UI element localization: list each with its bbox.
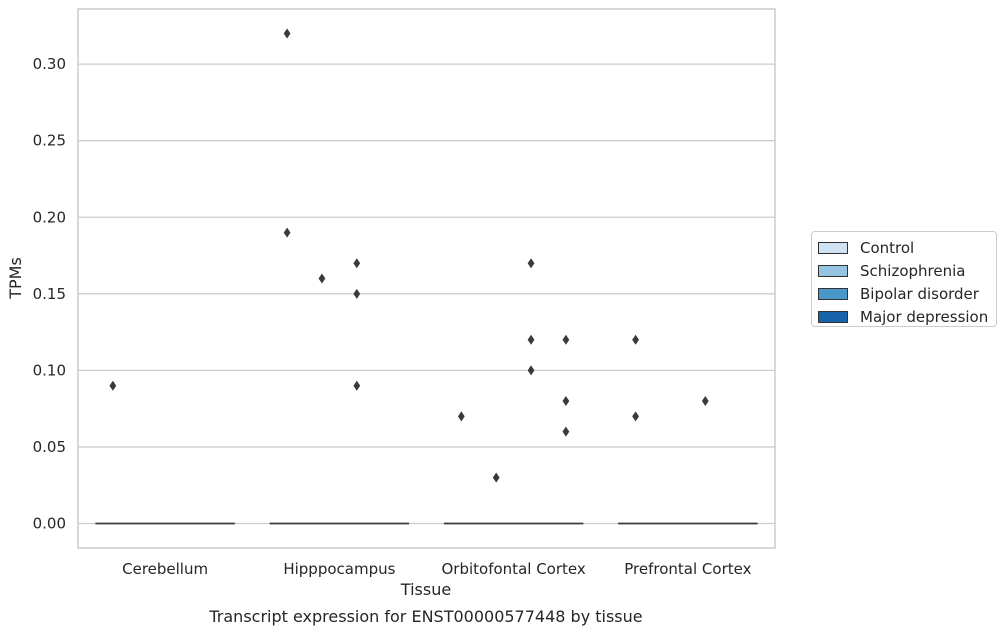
legend-item: Major depression — [818, 305, 996, 328]
x-tick-label: Orbitofontal Cortex — [442, 560, 586, 578]
x-axis: Cerebellum Hipppocampus Orbitofontal Corte… — [122, 560, 751, 578]
outlier-point — [562, 396, 570, 406]
y-axis-label: TPMs — [6, 257, 25, 300]
legend-label: Control — [860, 238, 915, 257]
outlier-point — [632, 411, 639, 422]
legend-label: Bipolar disorder — [860, 284, 979, 303]
outlier-point — [632, 334, 639, 345]
outlier-point — [109, 380, 117, 391]
y-tick-label: 0.15 — [33, 285, 66, 303]
y-tick-label: 0.10 — [33, 361, 66, 379]
outlier-point — [562, 426, 570, 437]
outlier-point — [353, 258, 361, 269]
legend-item: Bipolar disorder — [818, 282, 996, 305]
y-tick-label: 0.25 — [33, 132, 66, 150]
outlier-point — [318, 273, 326, 284]
x-tick-label: Cerebellum — [122, 560, 208, 578]
outlier-point — [283, 227, 291, 238]
y-tick-label: 0.05 — [33, 438, 66, 456]
legend-swatch — [818, 287, 848, 300]
plot-frame — [77, 8, 776, 549]
chart-title: Transcript expression for ENST0000057744… — [208, 607, 642, 626]
y-tick-label: 0.00 — [33, 515, 66, 533]
outlier-point — [353, 288, 361, 299]
gridlines — [78, 63, 775, 525]
outlier-point — [527, 258, 535, 269]
x-tick-label: Hipppocampus — [283, 560, 395, 578]
legend-item: Schizophrenia — [818, 259, 996, 282]
legend-swatch — [818, 264, 848, 277]
legend-swatch — [818, 310, 848, 323]
outlier-point — [457, 411, 465, 422]
outlier-point — [527, 334, 535, 345]
x-axis-label: Tissue — [400, 580, 451, 599]
x-tick-label: Prefrontal Cortex — [624, 560, 751, 578]
outlier-point — [283, 28, 291, 39]
legend-label: Schizophrenia — [860, 261, 966, 280]
outlier-points — [109, 28, 709, 483]
outlier-point — [527, 365, 535, 376]
legend-item: Control — [818, 236, 996, 259]
outlier-point — [492, 472, 500, 483]
legend: Control Schizophrenia Bipolar disorder Majo… — [811, 231, 997, 327]
legend-swatch — [818, 241, 848, 254]
outlier-point — [562, 334, 570, 345]
outlier-point — [353, 380, 361, 391]
legend-label: Major depression — [860, 307, 989, 326]
y-tick-label: 0.20 — [33, 208, 66, 226]
y-axis: 0.00 0.05 0.10 0.15 0.20 0.25 0.30 — [33, 55, 66, 532]
outlier-point — [701, 396, 709, 406]
y-tick-label: 0.30 — [33, 55, 66, 73]
